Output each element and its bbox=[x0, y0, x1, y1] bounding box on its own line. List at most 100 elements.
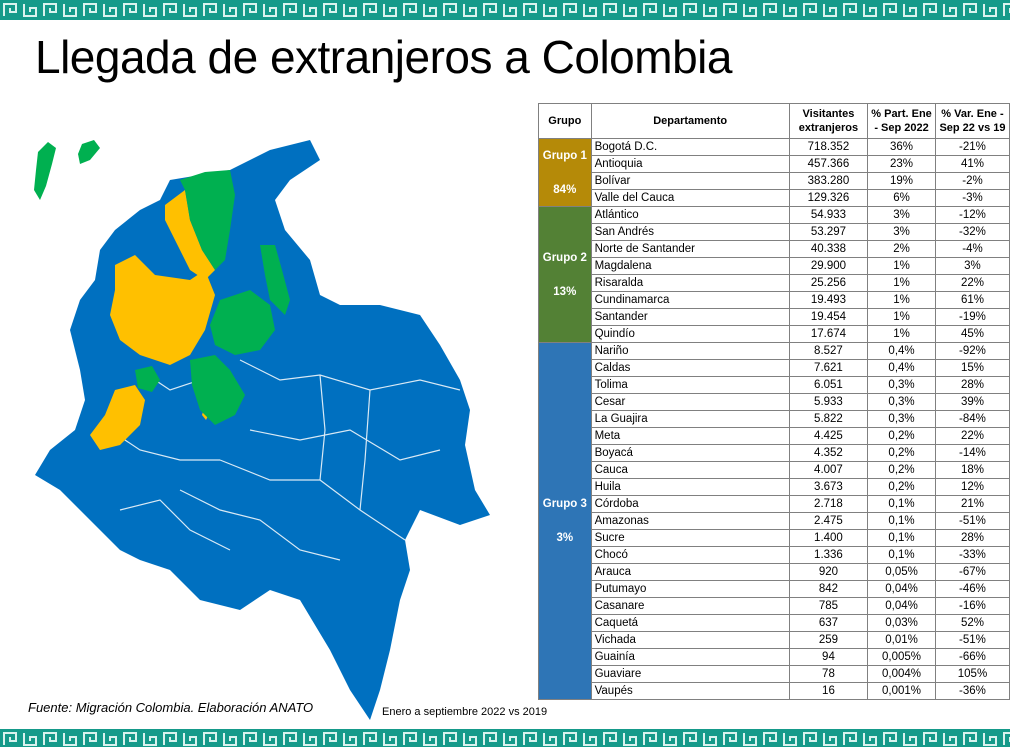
cell-variacion: -4% bbox=[934, 240, 1010, 258]
cell-participacion: 0,1% bbox=[867, 512, 936, 530]
cell-variacion: 18% bbox=[934, 461, 1010, 479]
cell-visitantes: 2.475 bbox=[788, 512, 869, 530]
cell-departamento: Caldas bbox=[590, 359, 790, 377]
table-row: Cesar 5.933 0,3% 39% bbox=[539, 393, 1010, 411]
cell-variacion: 41% bbox=[934, 155, 1010, 173]
cell-departamento: Vichada bbox=[590, 631, 790, 649]
cell-variacion: 21% bbox=[934, 495, 1010, 513]
cell-variacion: 3% bbox=[934, 257, 1010, 275]
cell-visitantes: 2.718 bbox=[788, 495, 869, 513]
cell-variacion: -3% bbox=[934, 189, 1010, 207]
cell-variacion: -67% bbox=[934, 563, 1010, 581]
cell-departamento: Nariño bbox=[590, 342, 790, 360]
table-row: Meta 4.425 0,2% 22% bbox=[539, 427, 1010, 445]
cell-variacion: -66% bbox=[934, 648, 1010, 666]
cell-visitantes: 1.336 bbox=[788, 546, 869, 564]
cell-variacion: 12% bbox=[934, 478, 1010, 496]
bottom-decorative-border bbox=[0, 729, 1010, 747]
header-visitantes: Visitantes extranjeros bbox=[788, 103, 869, 139]
cell-departamento: Chocó bbox=[590, 546, 790, 564]
table-row: Risaralda 25.256 1% 22% bbox=[539, 274, 1010, 292]
table-row: Vichada 259 0,01% -51% bbox=[539, 631, 1010, 649]
map-bolivar bbox=[165, 190, 215, 280]
cell-participacion: 0,04% bbox=[867, 580, 936, 598]
group-share: 13% bbox=[553, 285, 577, 298]
cell-participacion: 1% bbox=[867, 308, 936, 326]
cell-variacion: -12% bbox=[934, 206, 1010, 224]
cell-visitantes: 53.297 bbox=[788, 223, 869, 241]
cell-departamento: Antioquia bbox=[590, 155, 790, 173]
map-providencia-island bbox=[78, 140, 100, 164]
map-norte-santander bbox=[260, 245, 290, 315]
cell-participacion: 0,04% bbox=[867, 597, 936, 615]
cell-participacion: 3% bbox=[867, 206, 936, 224]
cell-variacion: -19% bbox=[934, 308, 1010, 326]
cell-participacion: 0,4% bbox=[867, 342, 936, 360]
cell-participacion: 0,05% bbox=[867, 563, 936, 581]
cell-participacion: 0,1% bbox=[867, 495, 936, 513]
cell-variacion: 22% bbox=[934, 427, 1010, 445]
table-row: Guainía 94 0,005% -66% bbox=[539, 648, 1010, 666]
map-atlantico-magdalena bbox=[180, 170, 235, 270]
cell-departamento: Amazonas bbox=[590, 512, 790, 530]
table-row: Amazonas 2.475 0,1% -51% bbox=[539, 512, 1010, 530]
map-risaralda-quindio bbox=[135, 366, 160, 392]
cell-participacion: 0,2% bbox=[867, 461, 936, 479]
cell-visitantes: 40.338 bbox=[788, 240, 869, 258]
group-share: 3% bbox=[556, 532, 574, 544]
cell-departamento: Tolima bbox=[590, 376, 790, 394]
cell-participacion: 0,03% bbox=[867, 614, 936, 632]
cell-participacion: 0,3% bbox=[867, 393, 936, 411]
group-name: Grupo 3 bbox=[542, 498, 587, 510]
group-name: Grupo 1 bbox=[542, 149, 587, 162]
group-cell: Grupo 3 3% bbox=[538, 342, 592, 700]
cell-visitantes: 7.621 bbox=[788, 359, 869, 377]
table-row: Grupo 2 13% Atlántico 54.933 3% -12% bbox=[538, 206, 1010, 343]
cell-variacion: -51% bbox=[934, 631, 1010, 649]
cell-visitantes: 16 bbox=[788, 682, 869, 700]
cell-departamento: Putumayo bbox=[590, 580, 790, 598]
table-row: Bolívar 383.280 19% -2% bbox=[539, 172, 1010, 190]
cell-participacion: 0,01% bbox=[867, 631, 936, 649]
table-row: Caquetá 637 0,03% 52% bbox=[539, 614, 1010, 632]
cell-participacion: 0,4% bbox=[867, 359, 936, 377]
cell-variacion: 22% bbox=[934, 274, 1010, 292]
group-cell: Grupo 1 84% bbox=[538, 138, 592, 207]
cell-visitantes: 94 bbox=[788, 648, 869, 666]
cell-participacion: 0,3% bbox=[867, 376, 936, 394]
table-row: Cauca 4.007 0,2% 18% bbox=[539, 461, 1010, 479]
table-row: Guaviare 78 0,004% 105% bbox=[539, 665, 1010, 683]
cell-variacion: -21% bbox=[934, 138, 1010, 156]
page-title: Llegada de extranjeros a Colombia bbox=[35, 31, 732, 83]
table-row: Tolima 6.051 0,3% 28% bbox=[539, 376, 1010, 394]
cell-participacion: 0,2% bbox=[867, 478, 936, 496]
cell-departamento: Boyacá bbox=[590, 444, 790, 462]
cell-participacion: 23% bbox=[867, 155, 936, 173]
top-decorative-border bbox=[0, 0, 1010, 20]
cell-variacion: -2% bbox=[934, 172, 1010, 190]
cell-participacion: 1% bbox=[867, 325, 936, 343]
cell-variacion: -33% bbox=[934, 546, 1010, 564]
cell-departamento: Guaviare bbox=[590, 665, 790, 683]
table-row: Huila 3.673 0,2% 12% bbox=[539, 478, 1010, 496]
table-row: Norte de Santander 40.338 2% -4% bbox=[539, 240, 1010, 258]
cell-departamento: La Guajira bbox=[590, 410, 790, 428]
cell-departamento: Atlántico bbox=[590, 206, 790, 224]
visitors-table: Grupo Departamento Visitantes extranjero… bbox=[538, 103, 1010, 700]
cell-visitantes: 25.256 bbox=[788, 274, 869, 292]
cell-visitantes: 8.527 bbox=[788, 342, 869, 360]
header-participacion: % Part. Ene - Sep 2022 bbox=[867, 103, 936, 139]
table-header-row: Grupo Departamento Visitantes extranjero… bbox=[538, 103, 1010, 139]
cell-participacion: 0,1% bbox=[867, 546, 936, 564]
cell-variacion: -92% bbox=[934, 342, 1010, 360]
table-row: Boyacá 4.352 0,2% -14% bbox=[539, 444, 1010, 462]
cell-variacion: -16% bbox=[934, 597, 1010, 615]
cell-visitantes: 78 bbox=[788, 665, 869, 683]
cell-participacion: 0,2% bbox=[867, 427, 936, 445]
cell-variacion: -32% bbox=[934, 223, 1010, 241]
cell-visitantes: 3.673 bbox=[788, 478, 869, 496]
cell-participacion: 6% bbox=[867, 189, 936, 207]
cell-departamento: Magdalena bbox=[590, 257, 790, 275]
group-cell: Grupo 2 13% bbox=[538, 206, 592, 343]
cell-variacion: -36% bbox=[934, 682, 1010, 700]
